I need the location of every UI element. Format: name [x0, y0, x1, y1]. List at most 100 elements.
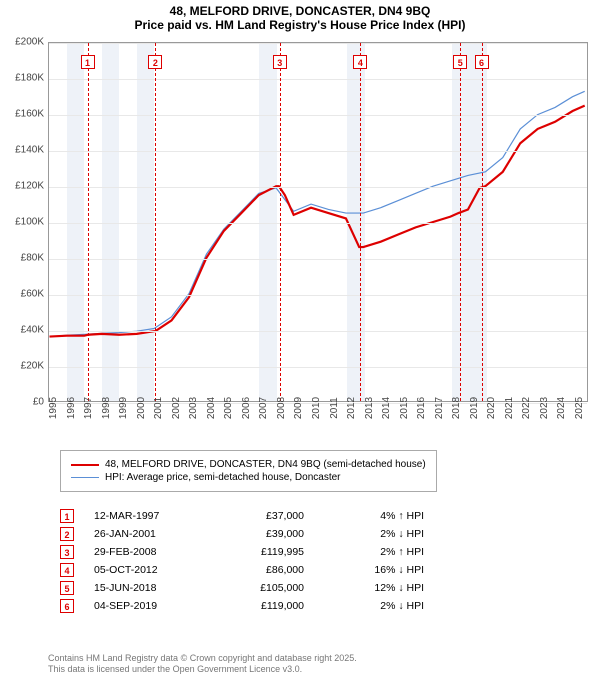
x-tick-label: 2017 — [434, 397, 445, 419]
x-tick-label: 2019 — [469, 397, 480, 419]
x-tick-label: 2020 — [486, 397, 497, 419]
x-tick-label: 2015 — [399, 397, 410, 419]
sale-marker-line — [88, 43, 89, 401]
sale-index-box: 6 — [60, 599, 74, 613]
chart-subtitle: Price paid vs. HM Land Registry's House … — [0, 18, 600, 32]
sale-diff: 2% ↓ HPI — [324, 600, 424, 612]
sale-marker-line — [460, 43, 461, 401]
x-axis: 1995199619971998199920002001200220032004… — [48, 404, 588, 444]
sale-row: 3 29-FEB-2008 £119,995 2% ↑ HPI — [60, 545, 424, 559]
y-tick-label: £0 — [33, 397, 44, 408]
x-tick-label: 2003 — [188, 397, 199, 419]
legend-label: HPI: Average price, semi-detached house,… — [105, 472, 341, 483]
sale-diff: 2% ↓ HPI — [324, 528, 424, 540]
y-tick-label: £60K — [21, 289, 44, 300]
x-tick-label: 1995 — [48, 397, 59, 419]
sale-marker-box: 1 — [81, 55, 95, 69]
x-tick-label: 2025 — [574, 397, 585, 419]
x-tick-label: 2008 — [276, 397, 287, 419]
sale-row: 5 15-JUN-2018 £105,000 12% ↓ HPI — [60, 581, 424, 595]
sale-index-box: 1 — [60, 509, 74, 523]
x-tick-label: 1997 — [83, 397, 94, 419]
sale-price: £105,000 — [214, 582, 304, 594]
x-tick-label: 2001 — [153, 397, 164, 419]
sale-date: 15-JUN-2018 — [94, 582, 194, 594]
legend-row: 48, MELFORD DRIVE, DONCASTER, DN4 9BQ (s… — [71, 459, 426, 470]
sale-marker-box: 6 — [475, 55, 489, 69]
legend-swatch — [71, 464, 99, 466]
x-tick-label: 2010 — [311, 397, 322, 419]
legend-row: HPI: Average price, semi-detached house,… — [71, 472, 426, 483]
sale-diff: 2% ↑ HPI — [324, 546, 424, 558]
sale-marker-box: 2 — [148, 55, 162, 69]
x-tick-label: 2024 — [556, 397, 567, 419]
x-tick-label: 2004 — [206, 397, 217, 419]
sale-diff: 4% ↑ HPI — [324, 510, 424, 522]
chart-container: 48, MELFORD DRIVE, DONCASTER, DN4 9BQ Pr… — [0, 0, 600, 680]
y-tick-label: £180K — [15, 73, 44, 84]
y-tick-label: £200K — [15, 37, 44, 48]
sale-row: 2 26-JAN-2001 £39,000 2% ↓ HPI — [60, 527, 424, 541]
sale-index-box: 3 — [60, 545, 74, 559]
sale-marker-box: 5 — [453, 55, 467, 69]
x-tick-label: 2002 — [171, 397, 182, 419]
sale-marker-line — [280, 43, 281, 401]
legend-label: 48, MELFORD DRIVE, DONCASTER, DN4 9BQ (s… — [105, 459, 426, 470]
sale-date: 05-OCT-2012 — [94, 564, 194, 576]
x-tick-label: 2007 — [258, 397, 269, 419]
y-tick-label: £100K — [15, 217, 44, 228]
sale-row: 604-SEP-2019£119,0002% ↓ HPI — [60, 599, 424, 613]
sale-row: 1 12-MAR-1997 £37,000 4% ↑ HPI — [60, 509, 424, 523]
sale-price: £86,000 — [214, 564, 304, 576]
title-block: 48, MELFORD DRIVE, DONCASTER, DN4 9BQ Pr… — [0, 0, 600, 34]
x-tick-label: 2022 — [521, 397, 532, 419]
x-tick-label: 2009 — [293, 397, 304, 419]
sale-marker-box: 4 — [353, 55, 367, 69]
chart-lines — [49, 43, 587, 401]
sale-row: 4 05-OCT-2012 £86,000 16% ↓ HPI — [60, 563, 424, 577]
x-tick-label: 1999 — [118, 397, 129, 419]
x-tick-label: 1998 — [101, 397, 112, 419]
sale-index-box: 2 — [60, 527, 74, 541]
sale-price: £39,000 — [214, 528, 304, 540]
sale-price: £119,995 — [214, 546, 304, 558]
sale-date: 26-JAN-2001 — [94, 528, 194, 540]
footer-line-2: This data is licensed under the Open Gov… — [48, 664, 357, 676]
x-tick-label: 2000 — [136, 397, 147, 419]
sale-index-box: 4 — [60, 563, 74, 577]
series-line — [50, 106, 585, 337]
sales-table: 1 12-MAR-1997 £37,000 4% ↑ HPI 2 26-JAN-2001 £… — [60, 505, 424, 617]
x-tick-label: 2013 — [364, 397, 375, 419]
sale-marker-line — [155, 43, 156, 401]
x-tick-label: 1996 — [66, 397, 77, 419]
x-tick-label: 2005 — [223, 397, 234, 419]
sale-diff: 12% ↓ HPI — [324, 582, 424, 594]
y-tick-label: £120K — [15, 181, 44, 192]
y-tick-label: £40K — [21, 325, 44, 336]
sale-marker-box: 3 — [273, 55, 287, 69]
sale-index-box: 5 — [60, 581, 74, 595]
legend: 48, MELFORD DRIVE, DONCASTER, DN4 9BQ (s… — [60, 450, 437, 492]
y-tick-label: £160K — [15, 109, 44, 120]
sale-price: £119,000 — [214, 600, 304, 612]
y-axis: £0£20K£40K£60K£80K£100K£120K£140K£160K£1… — [0, 42, 46, 402]
x-tick-label: 2018 — [451, 397, 462, 419]
x-tick-label: 2012 — [346, 397, 357, 419]
chart-title: 48, MELFORD DRIVE, DONCASTER, DN4 9BQ — [0, 4, 600, 18]
legend-swatch — [71, 477, 99, 478]
sale-date: 29-FEB-2008 — [94, 546, 194, 558]
y-tick-label: £20K — [21, 361, 44, 372]
x-tick-label: 2016 — [416, 397, 427, 419]
footer-line-1: Contains HM Land Registry data © Crown c… — [48, 653, 357, 665]
sale-price: £37,000 — [214, 510, 304, 522]
sale-diff: 16% ↓ HPI — [324, 564, 424, 576]
y-tick-label: £140K — [15, 145, 44, 156]
y-tick-label: £80K — [21, 253, 44, 264]
sale-marker-line — [482, 43, 483, 401]
sale-marker-line — [360, 43, 361, 401]
x-tick-label: 2021 — [504, 397, 515, 419]
x-tick-label: 2014 — [381, 397, 392, 419]
x-tick-label: 2006 — [241, 397, 252, 419]
x-tick-label: 2011 — [329, 397, 340, 419]
sale-date: 12-MAR-1997 — [94, 510, 194, 522]
